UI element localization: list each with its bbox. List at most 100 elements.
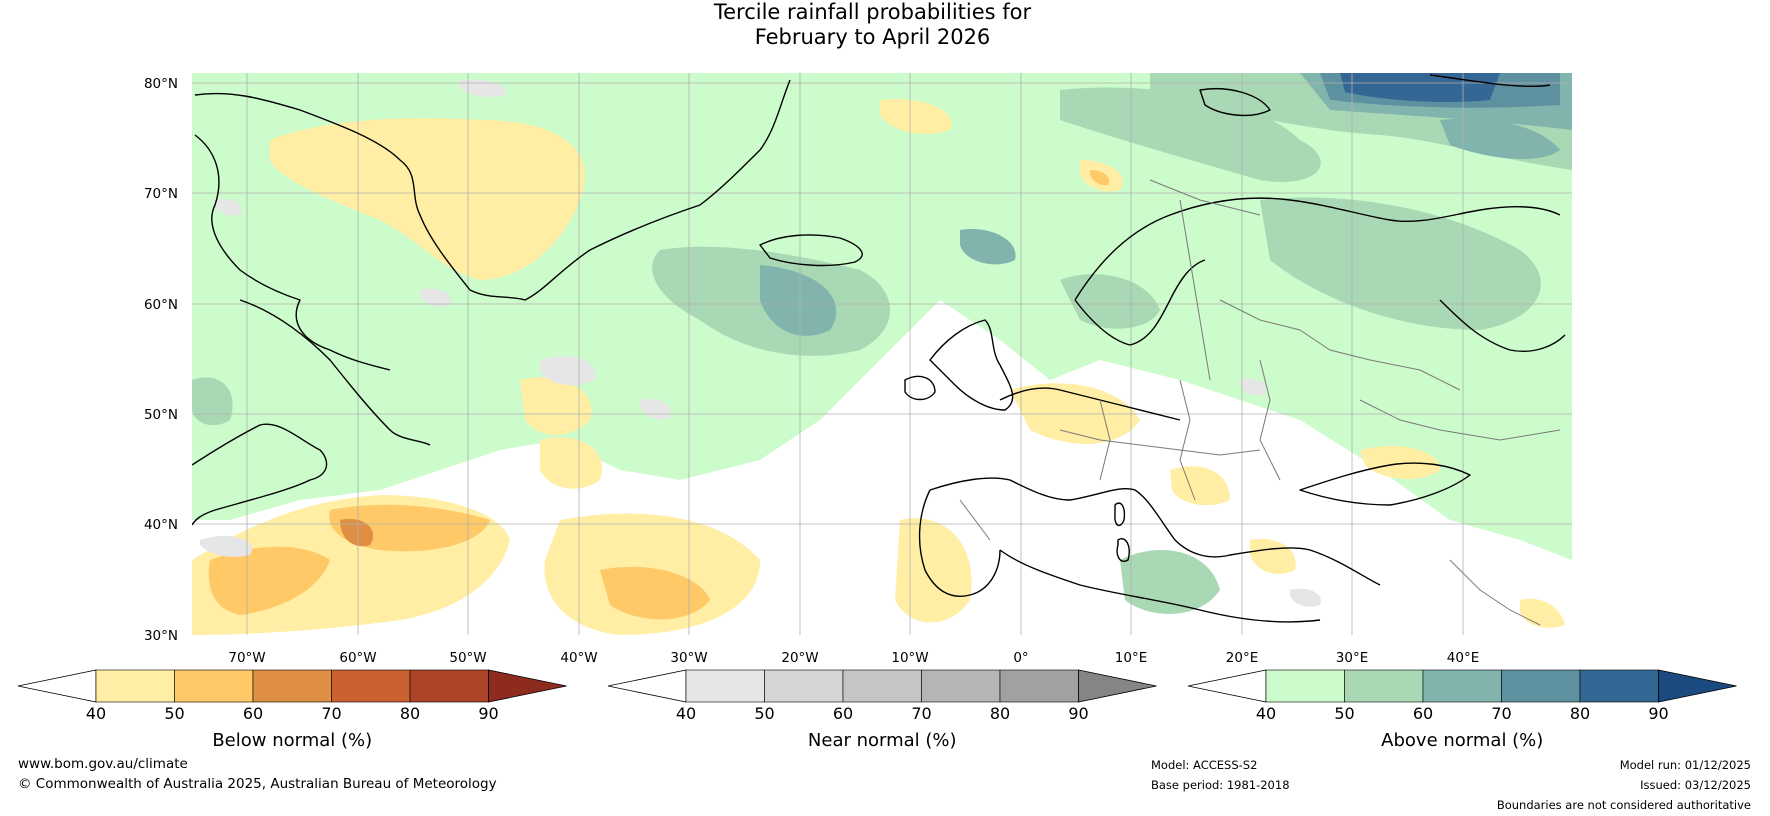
colorbar-cell [1344,669,1424,703]
base-period-text: Base period: 1981-2018 [1151,778,1290,792]
colorbar-low-extend [17,669,97,703]
great-britain-coast [929,319,1014,411]
north-sea-coast [999,387,1181,421]
lon-label: 30°E [1336,650,1368,666]
corsica-coast [1114,502,1126,527]
colorbar-low-extend [607,669,687,703]
colorbar-cell [1579,669,1659,703]
colorbar-tick-label: 40 [1256,704,1276,723]
colorbar-title: Below normal (%) [212,730,372,751]
colorbar-cell [174,669,254,703]
labrador-newfoundland-coast [239,299,431,446]
lat-label: 80°N [144,76,178,92]
issued-text: Issued: 03/12/2025 [1640,778,1751,792]
colorbar-high-extend [1078,669,1157,703]
colorbar-tick-label: 50 [754,704,774,723]
lat-label: 50°N [144,407,178,423]
colorbar-cell [842,669,922,703]
border-line [1219,299,1301,331]
colorbar-tick-label: 60 [1413,704,1433,723]
colorbar-tick-label: 50 [1334,704,1354,723]
lon-label: 40°W [560,650,597,666]
lon-label: 60°W [339,650,376,666]
colorbar-cell [252,669,332,703]
colorbar-cell [999,669,1079,703]
novaya-zemlya-coast [1429,74,1551,88]
model-run-text: Model run: 01/12/2025 [1619,758,1751,772]
colorbar-tick-label: 40 [676,704,696,723]
lon-label: 70°W [228,650,265,666]
border-line [1099,399,1111,481]
disclaimer-text: Boundaries are not considered authoritat… [1496,798,1751,812]
colorbar-tick-label: 80 [990,704,1010,723]
colorbar-tick-label: 90 [1648,704,1668,723]
lon-label: 50°W [449,650,486,666]
lon-label: 40°E [1447,650,1479,666]
colorbar-tick-label: 70 [321,704,341,723]
border-line [959,499,991,541]
colorbar-tick-label: 80 [400,704,420,723]
model-text: Model: ACCESS-S2 [1151,758,1258,772]
colorbar-high-extend [488,669,567,703]
colorbar-cell [409,669,489,703]
colorbar-tick-label: 80 [1570,704,1590,723]
greenland-coast [194,79,791,301]
border-line [1449,559,1541,626]
colorbar-cell [1501,669,1581,703]
baffin-labrador-coast [194,134,391,371]
north-africa-coast [999,549,1321,623]
border-line [1059,429,1261,456]
colorbar-cell [685,669,765,703]
black-sea-coast [1299,462,1471,506]
lat-label: 60°N [144,297,178,313]
iceland-coast [759,234,863,267]
border-line [1299,329,1461,391]
colorbar-cell [1422,669,1502,703]
colorbar-cell [764,669,844,703]
colorbar-tick-label: 70 [911,704,931,723]
colorbar-tick-label: 90 [478,704,498,723]
iberia-coast [918,489,1001,597]
lon-label: 0° [1013,650,1028,666]
colorbar-low-extend [1187,669,1267,703]
colorbar-near: 40 50 60 70 80 90 Near normal (%) [607,669,1157,751]
below-normal-field [192,99,1565,635]
lat-label: 30°N [144,628,178,644]
colorbar-tick-label: 70 [1491,704,1511,723]
latitude-labels: 80°N 70°N 60°N 50°N 40°N 30°N [144,76,178,644]
colorbar-tick-label: 60 [243,704,263,723]
colorbars: 40 50 60 70 80 90 Below normal (%) 40 50 60 70 80 90… [17,669,1737,751]
copyright-text: © Commonwealth of Australia 2025, Austra… [18,776,497,792]
border-line [1179,379,1196,501]
colorbar-tick-label: 90 [1068,704,1088,723]
border-line [1149,179,1261,216]
probability-fields [192,73,1572,635]
mediterranean-north-coast [929,477,1381,586]
colorbar-cell [331,669,411,703]
colorbar-cell [921,669,1001,703]
colorbar-above: 40 50 60 70 80 90 Above normal (%) [1187,669,1737,751]
nova-scotia-coast [192,423,328,526]
coastlines [192,74,1566,623]
colorbar-cell [95,669,175,703]
colorbar-title: Near normal (%) [808,730,957,751]
border-line [1259,359,1281,481]
lon-label: 10°E [1115,650,1147,666]
colorbar-below: 40 50 60 70 80 90 Below normal (%) [17,669,567,751]
colorbar-tick-label: 50 [164,704,184,723]
colorbar-tick-label: 40 [86,704,106,723]
map-panel [192,73,1572,635]
longitude-labels: 70°W 60°W 50°W 40°W 30°W 20°W 10°W 0° 10… [228,650,1479,666]
colorbar-tick-label: 60 [833,704,853,723]
norway-sweden-coast [1074,259,1206,346]
colorbar-cell [1265,669,1345,703]
above-normal-field [192,73,1572,614]
title-line-1: Tercile rainfall probabilities for [713,0,1032,24]
border-line [1179,199,1211,381]
title-line-2: February to April 2026 [754,25,991,49]
lon-label: 30°W [670,650,707,666]
map-title: Tercile rainfall probabilities for Febru… [0,0,1745,50]
lon-label: 20°E [1226,650,1258,666]
graticule [192,73,1572,635]
